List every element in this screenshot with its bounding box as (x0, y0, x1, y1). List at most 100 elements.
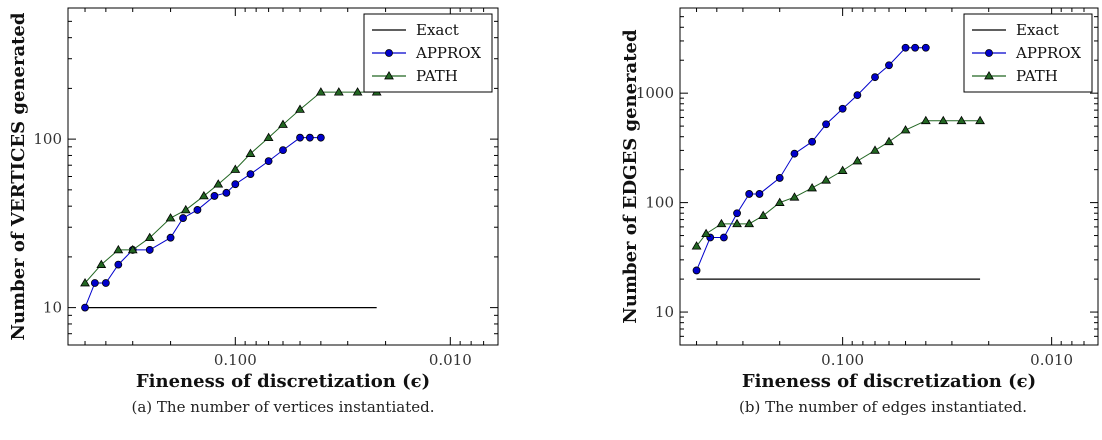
path-point (315, 87, 326, 96)
series-line-approx (696, 47, 926, 271)
path-point (80, 278, 90, 287)
chart-panel-b: 0.100 0.010 10 100 1000 Fineness of discretiz… (620, 7, 1099, 416)
approx-point (745, 190, 754, 198)
path-point (295, 104, 305, 113)
approx-point (316, 133, 325, 142)
legend-label-path: PATH (416, 67, 458, 85)
approx-point (114, 260, 123, 269)
approx-point (692, 266, 701, 275)
approx-point (790, 149, 799, 158)
approx-point (210, 192, 219, 200)
path-point (732, 218, 742, 228)
series-approx (692, 43, 930, 275)
approx-point (145, 246, 154, 254)
approx-point (246, 170, 255, 179)
path-point (789, 192, 800, 201)
path-point (213, 179, 224, 188)
approx-point (179, 214, 187, 222)
approx-point (296, 133, 304, 142)
path-point (716, 218, 727, 228)
x-tick-label: 0.100 (821, 351, 864, 369)
approx-point (911, 43, 920, 52)
approx-point (90, 279, 99, 287)
path-point (198, 190, 209, 200)
approx-point (775, 174, 784, 182)
series-path (80, 87, 382, 287)
path-point (744, 218, 755, 228)
x-tick-label: 0.100 (214, 351, 257, 369)
approx-point (921, 43, 930, 52)
approx-point (101, 279, 110, 287)
approx-point (231, 180, 240, 189)
legend-label-exact: Exact (416, 21, 459, 39)
series-line-path (696, 120, 981, 247)
approx-point (733, 209, 741, 218)
path-point (701, 228, 712, 238)
approx-point (305, 133, 314, 142)
legend-swatch-marker (385, 49, 393, 57)
approx-point (838, 104, 847, 113)
y-axis-label: Number of VERTICES generated (8, 12, 29, 340)
path-point (278, 119, 288, 128)
path-point (938, 115, 949, 125)
path-point (807, 183, 817, 192)
legend-swatch-marker (384, 71, 394, 80)
legend-label-exact: Exact (1016, 21, 1059, 39)
y-tick-label: 10 (655, 303, 674, 321)
y-tick-label: 10 (43, 299, 62, 317)
x-tick-label: 0.010 (429, 351, 472, 369)
series-path (691, 115, 985, 250)
path-point (975, 115, 985, 125)
path-point (180, 204, 191, 214)
path-point (230, 164, 241, 173)
path-point (821, 175, 831, 184)
approx-point (81, 303, 89, 312)
approx-point (871, 73, 879, 82)
figure-caption: (b) The number of edges instantiated. (739, 398, 1027, 416)
path-point (96, 259, 107, 268)
legend-label-approx: APPROX (1015, 44, 1081, 62)
approx-point (755, 190, 764, 198)
path-point (165, 213, 176, 222)
y-tick-label: 100 (645, 194, 674, 212)
series-line-approx (84, 137, 321, 308)
legend-label-approx: APPROX (415, 44, 481, 62)
path-point (144, 232, 155, 242)
x-axis-label: Fineness of discretization (ϵ) (136, 371, 430, 392)
y-axis-label: Number of EDGES generated (620, 29, 641, 324)
approx-point (808, 137, 816, 146)
path-point (758, 210, 769, 219)
path-point (691, 241, 702, 250)
approx-point (166, 233, 175, 242)
legend: Exact APPROX PATH (363, 13, 493, 93)
figure-caption: (a) The number of vertices instantiated. (132, 398, 435, 416)
x-tick-label: 0.010 (1030, 351, 1073, 369)
approx-point (279, 146, 287, 155)
approx-point (264, 157, 273, 166)
path-point (352, 87, 363, 96)
approx-point (853, 91, 862, 100)
series-approx (81, 133, 325, 312)
y-tick-label: 1000 (636, 84, 674, 102)
approx-point (822, 120, 830, 129)
path-point (900, 125, 911, 134)
path-point (127, 244, 138, 254)
chart-panel-a: 0.100 0.010 10 100 Fineness of discretizatio… (8, 7, 499, 416)
path-point (870, 145, 880, 154)
path-point (852, 156, 863, 165)
x-axis-label: Fineness of discretization (ϵ) (742, 371, 1036, 392)
legend-label-path: PATH (1016, 67, 1058, 85)
legend-swatch-marker (984, 71, 994, 80)
path-point (884, 136, 894, 146)
path-point (245, 148, 256, 157)
path-point (774, 197, 785, 206)
path-point (333, 87, 344, 96)
legend-swatch-marker (985, 49, 993, 57)
approx-point (719, 233, 728, 242)
path-point (837, 165, 848, 174)
approx-point (222, 188, 231, 197)
approx-point (193, 206, 202, 214)
path-point (956, 115, 967, 125)
